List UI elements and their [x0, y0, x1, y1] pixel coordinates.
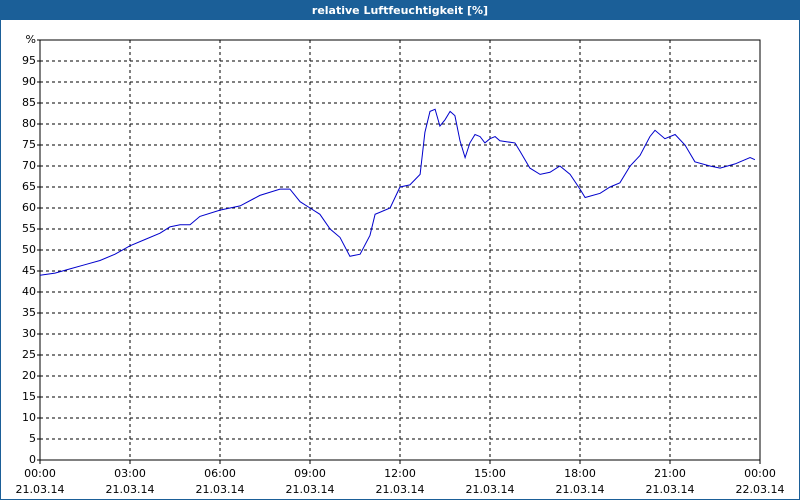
y-tick-label: 35 [22, 306, 36, 319]
plot-border [39, 39, 761, 461]
y-tick-label: % [26, 33, 36, 46]
x-tick-date: 21.03.14 [16, 483, 65, 496]
y-tick-label: 5 [29, 432, 36, 445]
y-tick-label: 80 [22, 117, 36, 130]
y-tick-label: 95 [22, 54, 36, 67]
title-bar [0, 0, 800, 20]
y-tick-label: 15 [22, 390, 36, 403]
x-tick-label: 18:00 [564, 467, 596, 480]
y-tick-label: 40 [22, 285, 36, 298]
x-tick-date: 21.03.14 [556, 483, 605, 496]
y-tick-label: 25 [22, 348, 36, 361]
y-tick-label: 10 [22, 411, 36, 424]
y-tick-label: 65 [22, 180, 36, 193]
x-tick-label: 12:00 [384, 467, 416, 480]
x-tick-date: 22.03.14 [736, 483, 785, 496]
x-tick-date: 21.03.14 [106, 483, 155, 496]
x-tick-label: 21:00 [654, 467, 686, 480]
y-tick-label: 75 [22, 138, 36, 151]
x-tick-label: 03:00 [114, 467, 146, 480]
y-tick-label: 90 [22, 75, 36, 88]
y-tick-label: 30 [22, 327, 36, 340]
x-tick-label: 09:00 [294, 467, 326, 480]
x-tick-label: 00:00 [744, 467, 776, 480]
y-tick-label: 0 [29, 453, 36, 466]
x-tick-label: 00:00 [24, 467, 56, 480]
data-line [39, 108, 756, 276]
chart-title: relative Luftfeuchtigkeit [%] [312, 4, 488, 17]
y-tick-label: 70 [22, 159, 36, 172]
x-tick-date: 21.03.14 [466, 483, 515, 496]
x-tick-label: 15:00 [474, 467, 506, 480]
y-tick-label: 55 [22, 222, 36, 235]
y-tick-label: 60 [22, 201, 36, 214]
y-tick-label: 20 [22, 369, 36, 382]
x-tick-date: 21.03.14 [376, 483, 425, 496]
y-tick-label: 45 [22, 264, 36, 277]
y-tick-label: 50 [22, 243, 36, 256]
x-tick-date: 21.03.14 [646, 483, 695, 496]
x-tick-date: 21.03.14 [286, 483, 335, 496]
y-tick-label: 85 [22, 96, 36, 109]
x-tick-date: 21.03.14 [196, 483, 245, 496]
x-tick-label: 06:00 [204, 467, 236, 480]
